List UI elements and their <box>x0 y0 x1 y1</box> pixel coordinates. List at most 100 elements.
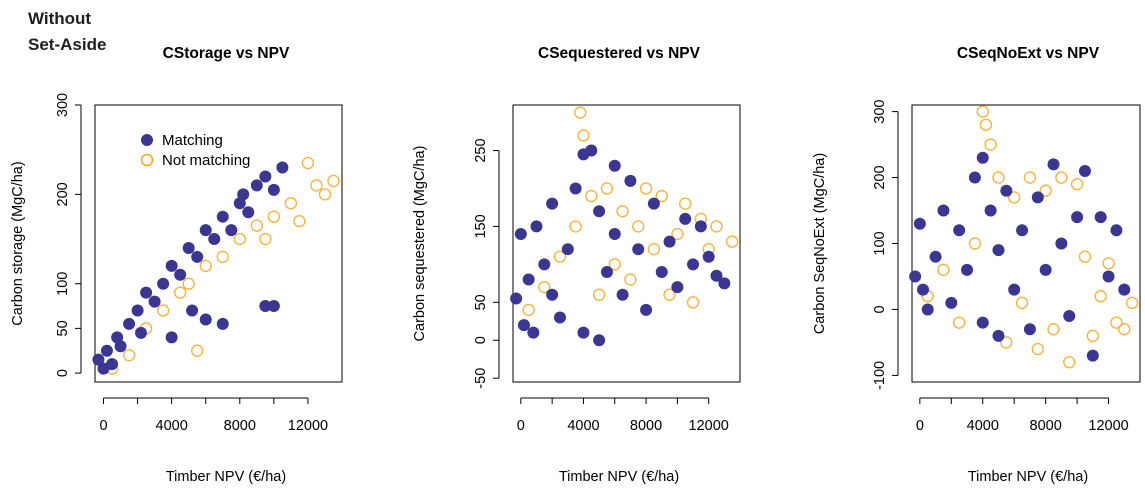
data-point-matching <box>710 269 723 282</box>
data-point-matching <box>510 292 523 305</box>
data-point-matching <box>679 212 692 225</box>
plot-title: CStorage vs NPV <box>163 45 290 62</box>
data-point-matching <box>687 258 700 271</box>
x-tick-label: 4000 <box>567 418 599 434</box>
data-point-matching <box>984 204 997 217</box>
plot-frame <box>911 104 1141 383</box>
scatter-panel-3: CSeqNoExt vs NPV 0 4000 8000 12000 Timber NPV… <box>812 45 1141 485</box>
data-point-matching <box>608 159 621 172</box>
data-point-matching <box>92 353 105 366</box>
data-point-matching <box>1008 283 1021 296</box>
data-point-matching <box>1063 310 1076 323</box>
data-point-matching <box>514 228 527 241</box>
data-point-matching <box>267 300 280 313</box>
data-point-not-matching <box>293 214 306 228</box>
y-tick-label: 100 <box>872 231 888 255</box>
data-point-matching <box>585 144 598 157</box>
data-point-matching <box>624 174 637 187</box>
legend-label-matching: Matching <box>162 132 223 149</box>
data-point-not-matching <box>569 220 582 233</box>
data-point-matching <box>1078 164 1091 177</box>
data-point-not-matching <box>301 156 315 170</box>
figure-heading-line2: Set-Aside <box>28 35 107 54</box>
data-point-not-matching <box>1063 356 1076 369</box>
data-point-matching <box>182 241 195 254</box>
data-point-not-matching <box>250 219 264 232</box>
data-point-matching <box>600 265 613 278</box>
data-point-matching <box>1031 191 1044 204</box>
y-tick-label: 250 <box>473 138 489 162</box>
data-point-not-matching <box>318 188 332 201</box>
data-point-matching <box>937 204 950 217</box>
data-point-not-matching <box>600 182 614 195</box>
data-point-not-matching <box>663 288 676 301</box>
data-point-matching <box>259 300 272 313</box>
data-point-matching <box>1000 184 1013 197</box>
data-point-not-matching <box>259 232 272 246</box>
data-point-matching <box>992 329 1005 342</box>
y-tick-label: 200 <box>872 165 888 189</box>
data-point-not-matching <box>679 197 692 210</box>
data-point-not-matching <box>1023 171 1037 184</box>
data-point-not-matching <box>327 174 340 188</box>
data-point-matching <box>1102 270 1115 283</box>
data-point-matching <box>1118 283 1131 296</box>
data-point-matching <box>131 304 144 317</box>
legend-marker-matching <box>141 134 153 146</box>
data-point-matching <box>671 281 684 294</box>
data-point-not-matching <box>725 235 739 248</box>
data-point-matching <box>663 235 676 248</box>
data-point-matching <box>140 286 153 299</box>
data-point-not-matching <box>1039 184 1052 197</box>
data-point-matching <box>148 295 161 308</box>
data-point-matching <box>216 210 229 223</box>
data-point-matching <box>553 311 566 324</box>
data-point-not-matching <box>574 106 587 119</box>
data-point-matching <box>929 250 942 263</box>
x-tick-label: 0 <box>916 418 924 434</box>
data-point-not-matching <box>191 344 204 357</box>
x-tick-label: 4000 <box>967 418 999 434</box>
data-point-not-matching <box>1086 329 1100 343</box>
y-tick-label: 0 <box>872 305 888 313</box>
x-tick-label: 0 <box>517 418 525 434</box>
data-point-not-matching <box>1118 323 1131 336</box>
data-point-matching <box>216 317 229 330</box>
data-point-matching <box>267 183 280 196</box>
figure-heading-line1: Without <box>28 9 92 28</box>
y-tick-label: 0 <box>55 369 71 377</box>
data-points <box>510 106 739 347</box>
data-point-not-matching <box>1015 296 1029 310</box>
data-point-not-matching <box>284 197 298 210</box>
x-tick-label: 0 <box>99 418 107 434</box>
data-point-matching <box>569 182 582 195</box>
data-point-matching <box>1016 224 1029 237</box>
data-point-not-matching <box>1125 296 1139 310</box>
data-point-not-matching <box>216 250 229 264</box>
x-axis-label: Timber NPV (€/ha) <box>559 469 679 485</box>
y-axis-label: Carbon storage (MgC/ha) <box>10 161 26 325</box>
y-tick-label: 200 <box>55 182 71 206</box>
y-tick-label: 50 <box>473 294 489 310</box>
data-point-not-matching <box>1070 177 1084 191</box>
data-point-not-matching <box>553 250 567 263</box>
legend-label-not-matching: Not matching <box>162 152 250 169</box>
data-point-matching <box>593 205 606 218</box>
data-point-matching <box>694 220 707 233</box>
data-point-matching <box>968 171 981 184</box>
data-point-matching <box>976 151 989 164</box>
data-point-not-matching <box>952 316 966 329</box>
data-point-matching <box>538 258 551 271</box>
data-point-matching <box>632 243 645 256</box>
data-point-matching <box>640 303 653 316</box>
legend-marker-not-matching <box>140 153 154 167</box>
data-point-not-matching <box>522 303 535 317</box>
y-tick-label: 50 <box>55 320 71 336</box>
data-point-not-matching <box>1094 290 1107 303</box>
data-point-matching <box>546 197 559 210</box>
data-point-not-matching <box>585 189 598 203</box>
x-tick-label: 12000 <box>288 418 328 434</box>
data-point-not-matching <box>632 220 645 233</box>
data-point-matching <box>1055 237 1068 250</box>
